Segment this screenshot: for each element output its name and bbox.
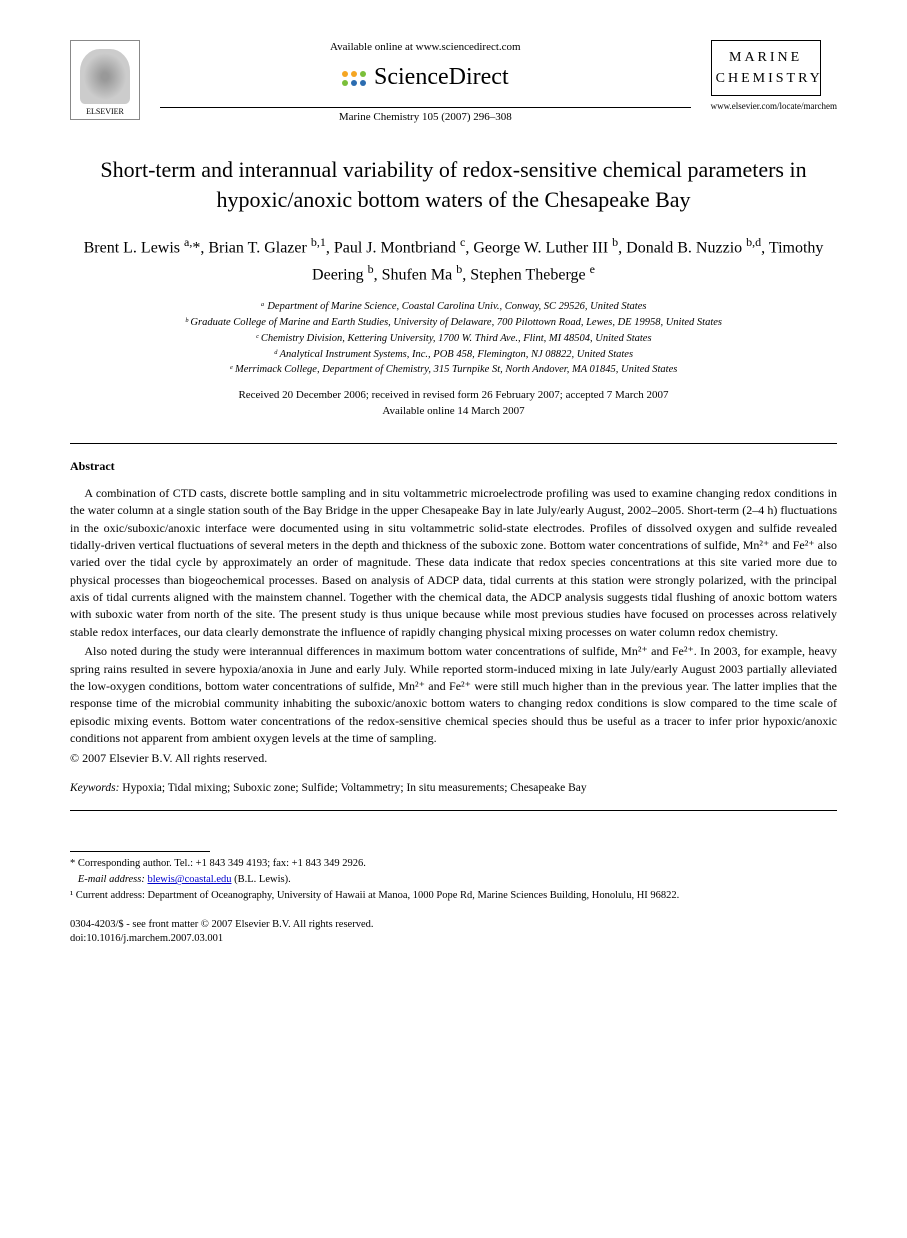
article-dates: Received 20 December 2006; received in r… — [70, 388, 837, 419]
abstract-heading: Abstract — [70, 458, 837, 475]
sd-dot-icon — [360, 80, 366, 86]
elsevier-logo: ELSEVIER — [70, 40, 140, 120]
email-label: E-mail address: — [78, 874, 145, 885]
email-link[interactable]: blewis@coastal.edu — [147, 874, 231, 885]
sd-dot-icon — [342, 71, 348, 77]
sd-dot-icon — [342, 80, 348, 86]
affiliation-line: ᵈ Analytical Instrument Systems, Inc., P… — [70, 347, 837, 363]
center-header: Available online at www.sciencedirect.co… — [140, 40, 711, 125]
header-rule — [160, 107, 691, 108]
footnotes: * Corresponding author. Tel.: +1 843 349… — [70, 851, 837, 903]
email-person: (B.L. Lewis). — [232, 874, 291, 885]
doi-block: 0304-4203/$ - see front matter © 2007 El… — [70, 918, 837, 947]
article-title: Short-term and interannual variability o… — [70, 155, 837, 214]
current-address: ¹ Current address: Department of Oceanog… — [70, 888, 837, 904]
affiliation-line: ᵉ Merrimack College, Department of Chemi… — [70, 362, 837, 378]
sd-dot-icon — [351, 71, 357, 77]
email-line: E-mail address: blewis@coastal.edu (B.L.… — [70, 872, 837, 888]
footnote-separator — [70, 851, 210, 852]
abstract-paragraph: Also noted during the study were interan… — [70, 643, 837, 747]
affiliations-list: ᵃ Department of Marine Science, Coastal … — [70, 299, 837, 378]
corresponding-author: * Corresponding author. Tel.: +1 843 349… — [70, 856, 837, 872]
available-online-text: Available online at www.sciencedirect.co… — [160, 40, 691, 55]
dates-available: Available online 14 March 2007 — [70, 404, 837, 419]
sciencedirect-dots-icon — [342, 71, 366, 86]
journal-cover-block: MARINE CHEMISTRY www.elsevier.com/locate… — [711, 40, 837, 113]
journal-cover: MARINE CHEMISTRY — [711, 40, 821, 96]
journal-reference: Marine Chemistry 105 (2007) 296–308 — [160, 110, 691, 125]
doi: doi:10.1016/j.marchem.2007.03.001 — [70, 932, 837, 947]
dates-received: Received 20 December 2006; received in r… — [70, 388, 837, 403]
keywords: Keywords: Hypoxia; Tidal mixing; Suboxic… — [70, 780, 837, 796]
abstract-body: A combination of CTD casts, discrete bot… — [70, 485, 837, 748]
keywords-label: Keywords: — [70, 782, 119, 794]
abstract-top-rule — [70, 443, 837, 444]
sd-dot-icon — [351, 80, 357, 86]
authors-list: Brent L. Lewis a,*, Brian T. Glazer b,1,… — [70, 233, 837, 288]
abstract-copyright: © 2007 Elsevier B.V. All rights reserved… — [70, 750, 837, 767]
sciencedirect-text: ScienceDirect — [374, 61, 509, 95]
keywords-text: Hypoxia; Tidal mixing; Suboxic zone; Sul… — [119, 782, 586, 794]
front-matter: 0304-4203/$ - see front matter © 2007 El… — [70, 918, 837, 933]
sd-dot-icon — [360, 71, 366, 77]
abstract-paragraph: A combination of CTD casts, discrete bot… — [70, 485, 837, 642]
elsevier-tree-icon — [80, 49, 130, 104]
affiliation-line: ᶜ Chemistry Division, Kettering Universi… — [70, 331, 837, 347]
elsevier-label: ELSEVIER — [86, 106, 124, 117]
journal-cover-line2: CHEMISTRY — [716, 68, 816, 89]
affiliation-line: ᵇ Graduate College of Marine and Earth S… — [70, 315, 837, 331]
abstract-bottom-rule — [70, 810, 837, 811]
journal-cover-line1: MARINE — [716, 47, 816, 68]
page-header: ELSEVIER Available online at www.science… — [70, 40, 837, 125]
sciencedirect-logo: ScienceDirect — [160, 61, 691, 95]
journal-url: www.elsevier.com/locate/marchem — [711, 100, 837, 113]
affiliation-line: ᵃ Department of Marine Science, Coastal … — [70, 299, 837, 315]
